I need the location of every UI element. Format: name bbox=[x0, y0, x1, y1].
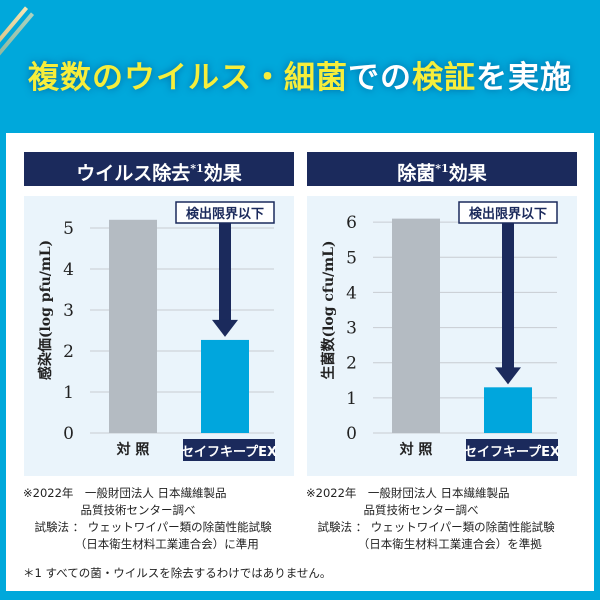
title-part: 検証 bbox=[412, 60, 476, 96]
arrow-down-icon bbox=[495, 367, 521, 385]
x-tick-label: セイフキープEX bbox=[464, 445, 560, 460]
product-logo-badge bbox=[466, 439, 558, 461]
content-panel: ウイルス除去*1効果 除菌*1効果 0 1 2 3 4 5 6 感染価(log pfu/mL)… bbox=[6, 133, 594, 591]
y-tick-label: 1 bbox=[63, 383, 74, 403]
control-bar bbox=[392, 218, 440, 433]
y-tick-label: 4 bbox=[346, 283, 357, 303]
y-tick-label: 3 bbox=[63, 301, 74, 321]
bacteria-chart: 0 1 2 3 4 5 6 7 生菌数(log cfu/mL) 対 照 セイフキープEX 検出限界以下 bbox=[307, 196, 577, 476]
annotation-label: 検出限界以下 bbox=[186, 206, 264, 222]
virus-chart: 0 1 2 3 4 5 6 感染価(log pfu/mL) 対 照 セイフキープEX 検出限界以下 bbox=[24, 196, 294, 476]
annotation-label: 検出限界以下 bbox=[469, 206, 547, 222]
note-left: ※2022年 一般財団法人 日本繊維製品 品質技術センター調べ 試験法 ： ウェ… bbox=[23, 486, 272, 551]
y-tick-label: 0 bbox=[63, 424, 74, 444]
y-tick-label: 4 bbox=[63, 260, 74, 280]
product-logo-badge bbox=[183, 439, 275, 461]
y-tick-label: 2 bbox=[346, 354, 357, 374]
x-tick-label: 対 照 bbox=[399, 441, 433, 458]
page-title: 複数のウイルス・細菌での検証を実施 bbox=[0, 52, 600, 97]
y-tick-label: 1 bbox=[346, 389, 357, 409]
title-part: を実施 bbox=[476, 60, 572, 96]
y-axis-label: 感染価(log pfu/mL) bbox=[37, 240, 54, 380]
y-tick-label: 0 bbox=[346, 424, 357, 444]
control-bar bbox=[109, 219, 157, 433]
y-tick-label: 6 bbox=[346, 213, 357, 233]
product-bar bbox=[484, 387, 532, 433]
y-tick-label: 3 bbox=[346, 319, 357, 339]
arrow-shaft bbox=[219, 223, 231, 321]
chart-header-virus: ウイルス除去*1効果 bbox=[24, 152, 294, 186]
y-tick-label: 2 bbox=[63, 342, 74, 362]
y-axis-label: 生菌数(log cfu/mL) bbox=[320, 240, 337, 379]
arrow-shaft bbox=[502, 223, 514, 369]
footnote: ＊1 すべての菌・ウイルスを除去するわけではありません。 bbox=[23, 566, 332, 580]
chart-header-bacteria: 除菌*1効果 bbox=[307, 152, 577, 186]
arrow-down-icon bbox=[212, 319, 238, 337]
y-tick-label: 5 bbox=[63, 219, 74, 239]
x-tick-label: 対 照 bbox=[116, 441, 150, 458]
x-tick-label: セイフキープEX bbox=[181, 445, 277, 460]
title-part: での bbox=[348, 60, 412, 96]
product-bar bbox=[201, 339, 249, 433]
y-tick-label: 6 bbox=[63, 196, 74, 198]
title-part: 複数のウイルス・細菌 bbox=[28, 60, 348, 96]
note-right: ※2022年 一般財団法人 日本繊維製品 品質技術センター調べ 試験法 ： ウェ… bbox=[306, 486, 555, 551]
y-tick-label: 7 bbox=[346, 196, 357, 198]
y-tick-label: 5 bbox=[346, 248, 357, 268]
